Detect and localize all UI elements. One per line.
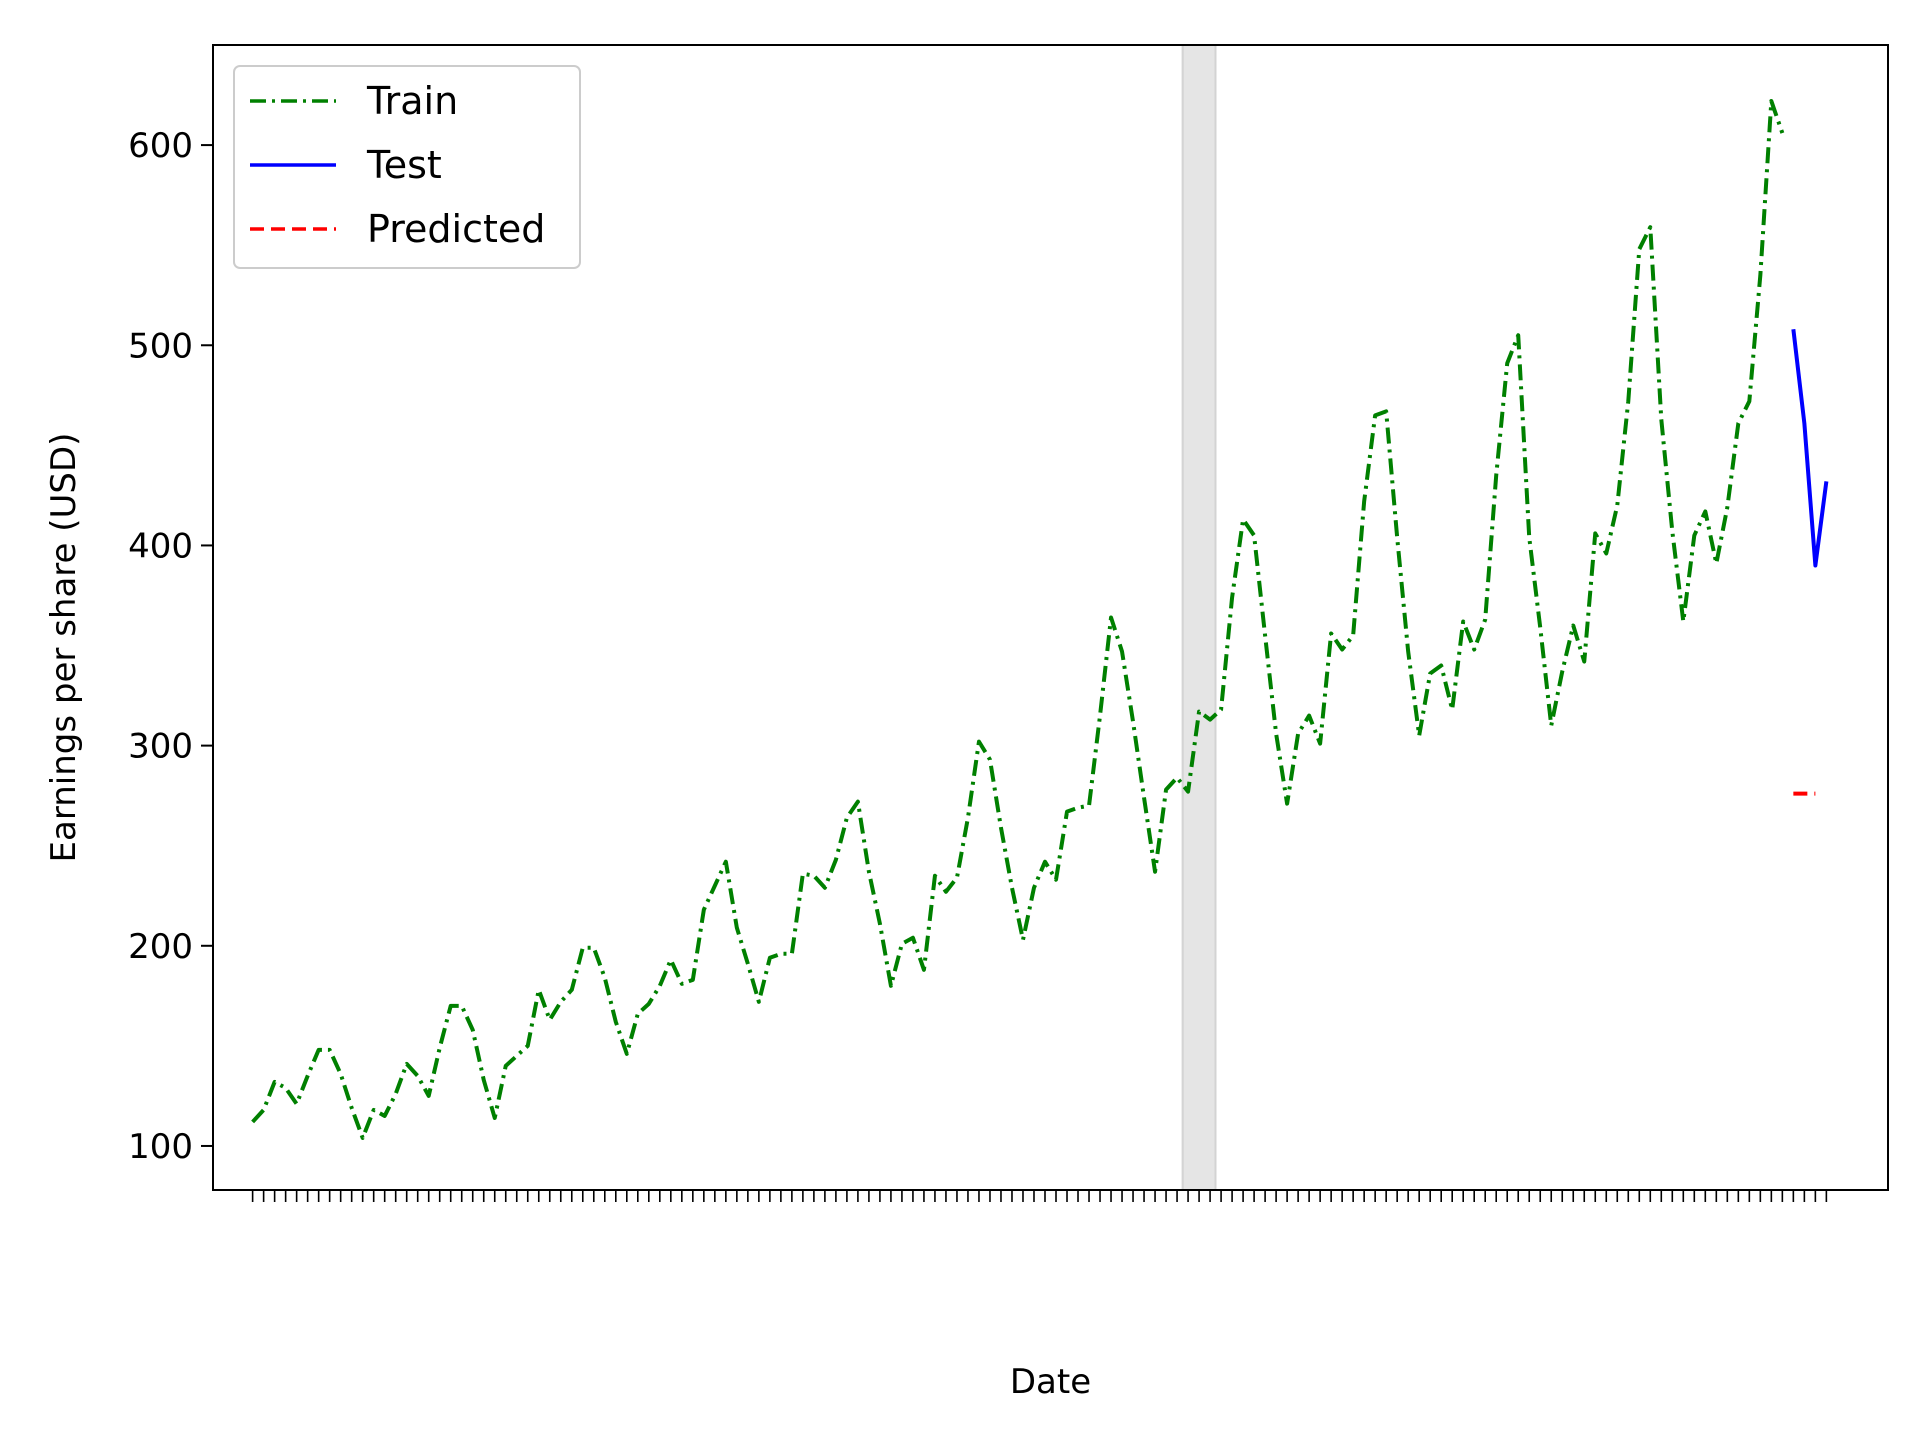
y-tick-label: 300 bbox=[128, 727, 193, 767]
y-tick-label: 100 bbox=[128, 1127, 193, 1167]
legend-label-train: Train bbox=[366, 79, 458, 123]
x-axis-label: Date bbox=[1010, 1362, 1091, 1402]
series-line-train bbox=[251, 99, 1785, 1140]
series-line-test bbox=[1791, 329, 1829, 568]
legend: Train Test Predicted bbox=[233, 65, 581, 269]
y-axis-ticks: 100 200 300 400 500 600 bbox=[128, 126, 213, 1167]
y-tick-label: 400 bbox=[128, 526, 193, 566]
shaded-region-layer bbox=[1181, 44, 1217, 1191]
plot-area-frame bbox=[212, 44, 1889, 1191]
x-axis-ticks bbox=[251, 1190, 1828, 1202]
y-tick-label: 500 bbox=[128, 326, 193, 366]
y-tick-label: 200 bbox=[128, 927, 193, 967]
shaded-region bbox=[1181, 44, 1217, 1191]
legend-box bbox=[233, 65, 581, 269]
legend-label-test: Test bbox=[366, 143, 442, 187]
series-layer bbox=[251, 99, 1829, 1140]
y-axis-label: Earnings per share (USD) bbox=[44, 433, 84, 863]
legend-label-predicted: Predicted bbox=[367, 207, 545, 251]
y-tick-label: 600 bbox=[128, 126, 193, 166]
